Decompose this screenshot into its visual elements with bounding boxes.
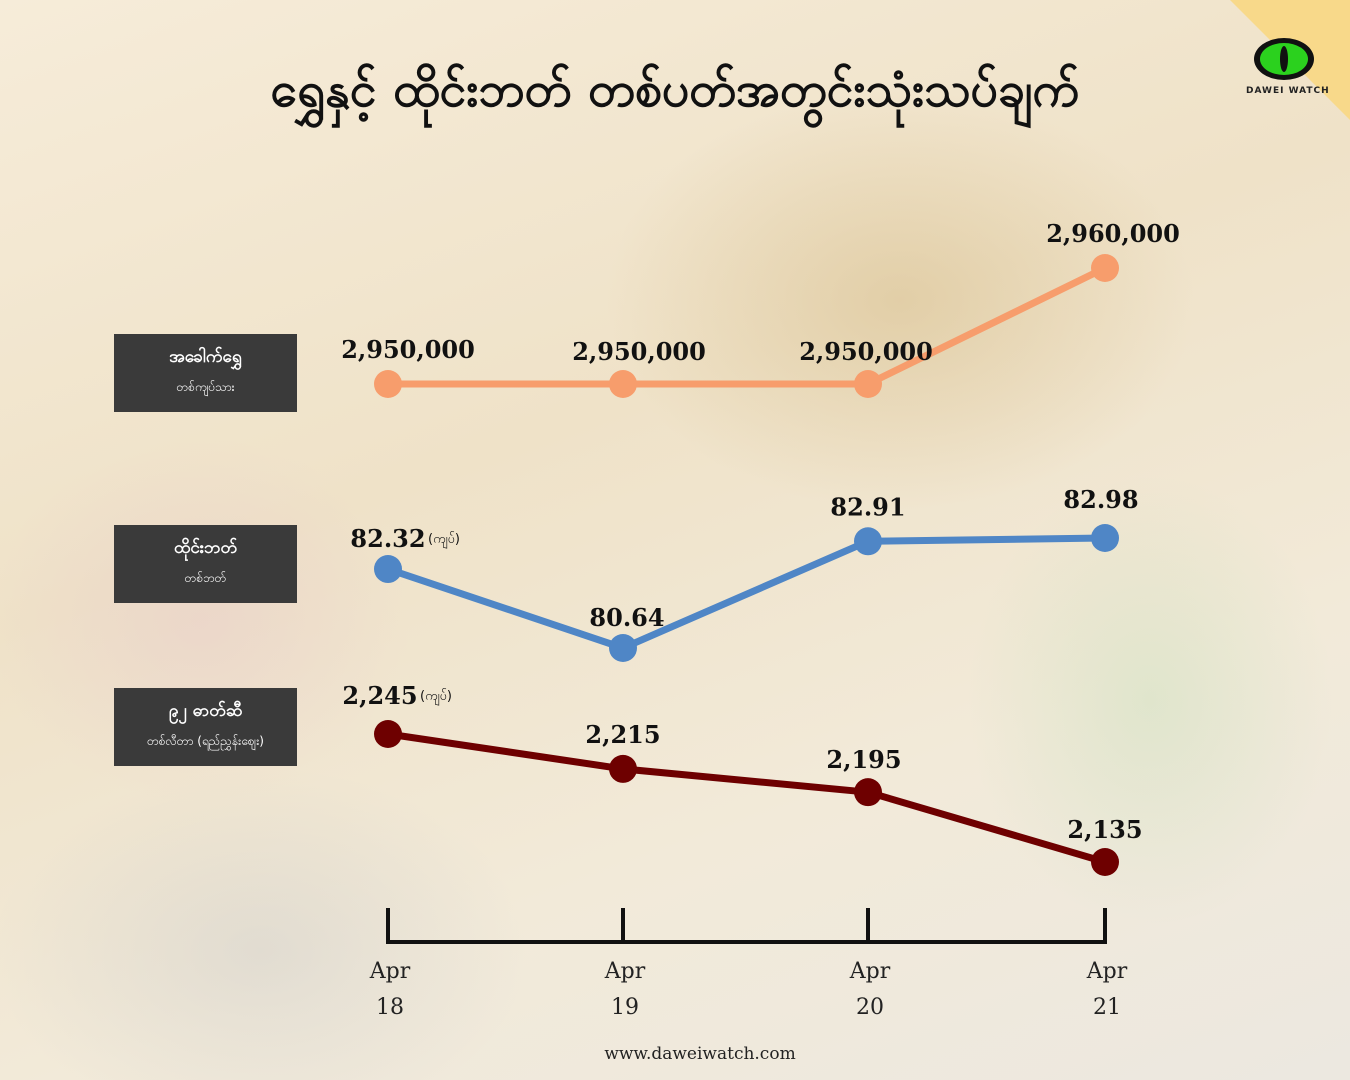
data-point	[374, 555, 402, 584]
data-point	[854, 778, 882, 807]
logo-text: DAWEI WATCH	[1246, 86, 1330, 96]
data-label: 2,950,000	[799, 337, 933, 366]
series-label-fuel: ၉၂ ဓာတ်ဆီ တစ်လီတာ (ရည်ညွှန်းဈေး)	[114, 688, 297, 766]
x-tick-label-day: 21	[1093, 995, 1121, 1020]
data-point	[374, 370, 402, 398]
data-label: 2,960,000	[1046, 219, 1180, 248]
unit-note: (ကျပ်)	[420, 688, 452, 706]
data-label: 80.64	[589, 603, 664, 632]
data-label: 82.98	[1063, 485, 1138, 514]
data-label: 82.91	[830, 492, 905, 521]
data-point	[609, 370, 637, 398]
x-tick-label-day: 19	[611, 995, 639, 1020]
series-label-gold: အခေါက်ရွှေ တစ်ကျပ်သား	[114, 334, 297, 412]
data-label: 2,950,000	[572, 337, 706, 366]
data-point	[854, 370, 882, 398]
data-label: 82.32	[350, 524, 425, 553]
data-label: 2,950,000	[341, 335, 475, 364]
website-url: www.daweiwatch.com	[604, 1044, 796, 1064]
data-point	[1091, 254, 1119, 282]
series-label-fuel-name: ၉၂ ဓာတ်ဆီ	[168, 701, 243, 721]
series-line	[388, 264, 1107, 388]
series-label-gold-name: အခေါက်ရွှေ	[169, 347, 242, 367]
x-tick-label-month: Apr	[604, 959, 646, 984]
data-point	[609, 634, 637, 662]
data-point	[1091, 848, 1119, 876]
x-tick-label-month: Apr	[1086, 959, 1128, 984]
x-tick-label-day: 20	[856, 995, 884, 1020]
logo: DAWEI WATCH	[1246, 36, 1330, 96]
data-point	[374, 720, 402, 748]
series-label-baht-unit: တစ်ဘတ်	[184, 571, 227, 585]
data-label: 2,195	[826, 745, 901, 774]
data-point	[1091, 524, 1119, 552]
x-tick-label-day: 18	[376, 995, 404, 1020]
series-label-fuel-unit: တစ်လီတာ (ရည်ညွှန်းဈေး)	[147, 734, 264, 748]
data-label: 2,245	[342, 681, 417, 710]
series-label-baht: ထိုင်းဘတ် တစ်ဘတ်	[114, 525, 297, 603]
data-point	[609, 754, 637, 783]
series-line	[386, 534, 1106, 652]
eye-icon	[1254, 38, 1314, 80]
x-tick-label-month: Apr	[369, 959, 411, 984]
series-label-gold-unit: တစ်ကျပ်သား	[176, 380, 235, 394]
data-label: 2,135	[1067, 815, 1142, 844]
series-label-baht-name: ထိုင်းဘတ်	[173, 538, 238, 558]
page-title: ရွှေနှင့် ထိုင်းဘတ် တစ်ပတ်အတွင်းသုံးသပ်ခ…	[270, 62, 1080, 118]
data-point	[854, 527, 882, 556]
series-line	[387, 730, 1106, 866]
unit-note: (ကျပ်)	[428, 531, 460, 549]
x-tick-label-month: Apr	[849, 959, 891, 984]
data-label: 2,215	[585, 720, 660, 749]
